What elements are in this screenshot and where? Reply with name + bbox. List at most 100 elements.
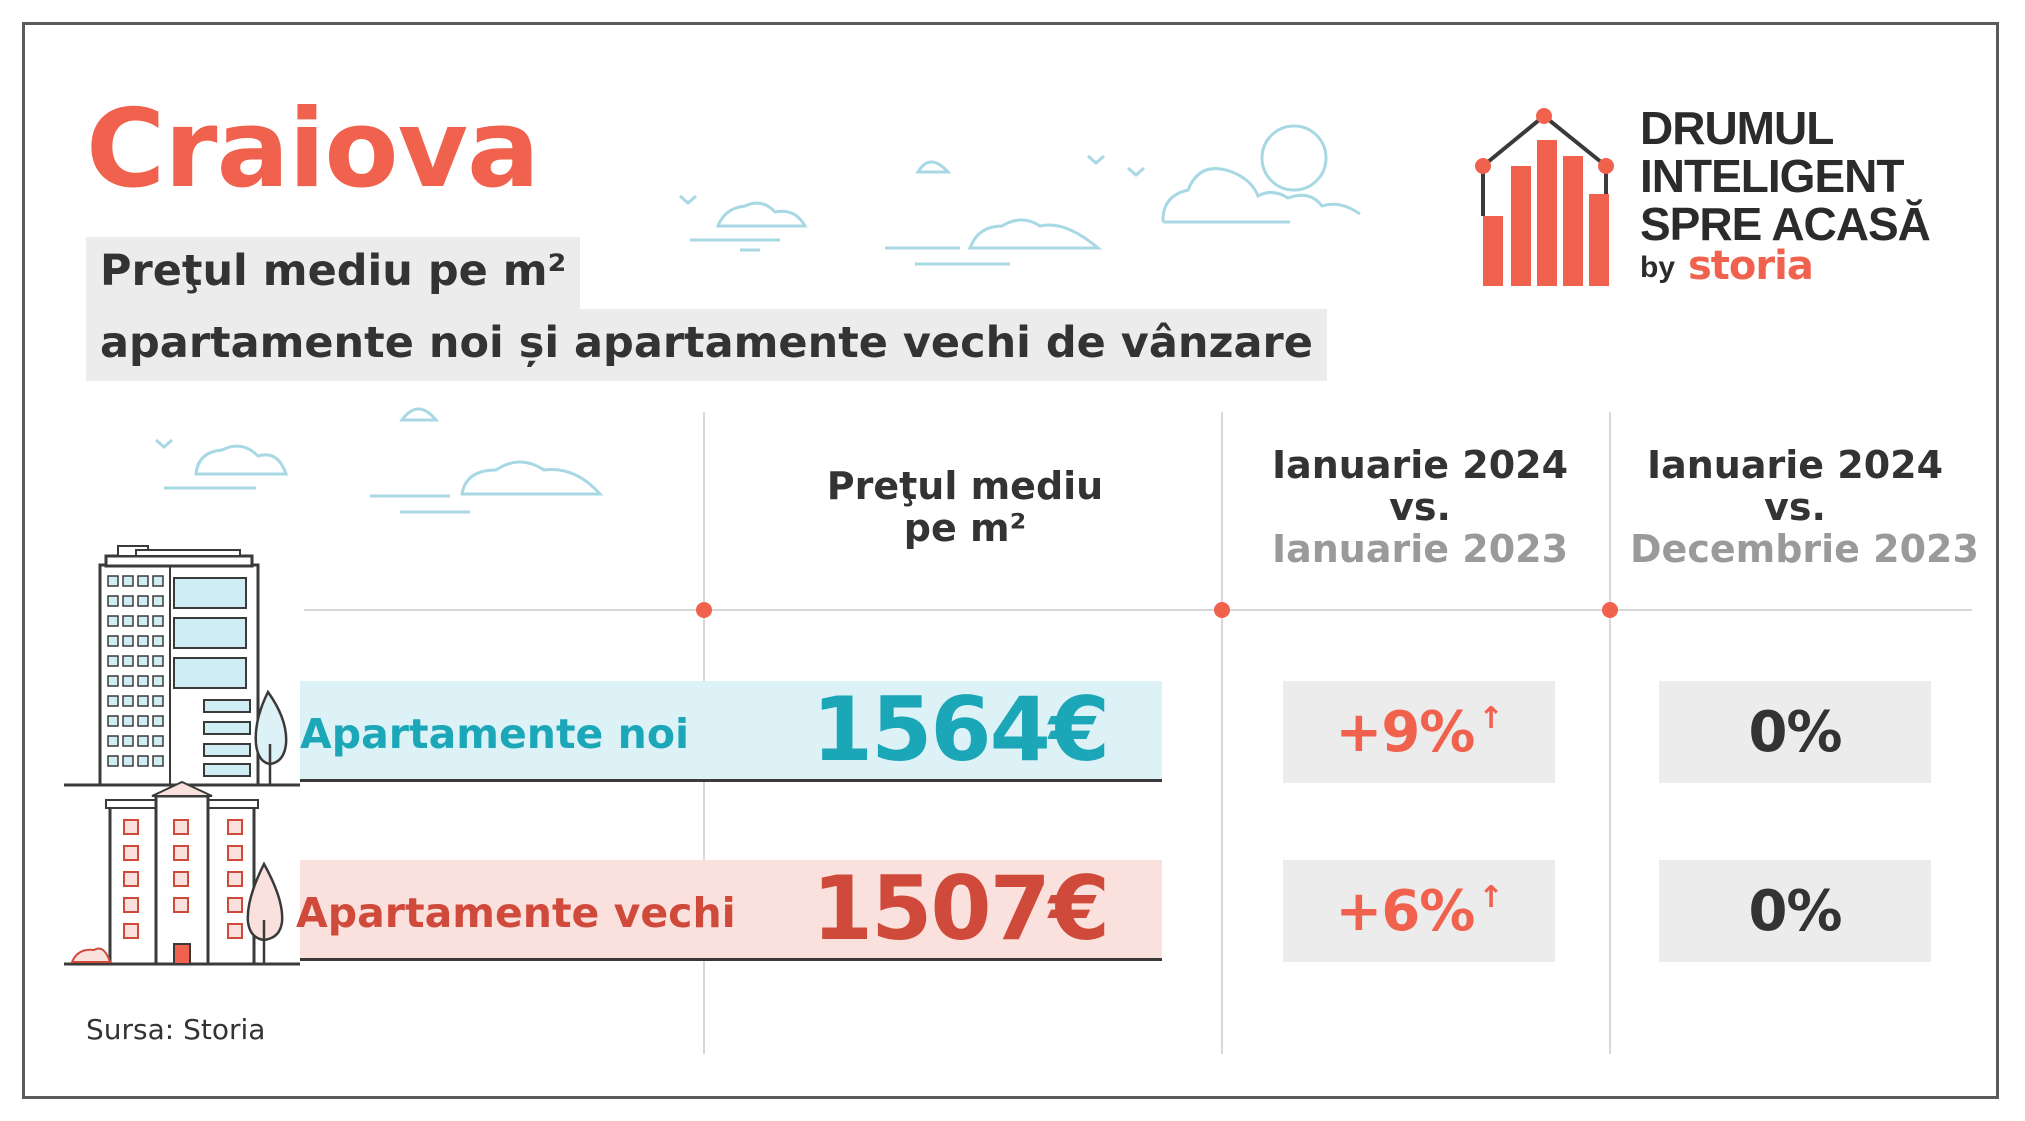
old-building-illustration	[105, 780, 259, 966]
building-window	[137, 615, 149, 627]
building-window	[122, 735, 134, 747]
cloud-icon	[164, 444, 289, 490]
subtitle-line-1: Preţul mediu pe m²	[86, 237, 581, 309]
bird-icon	[155, 154, 1145, 449]
mom-change-new-value: 0%	[1748, 699, 1842, 765]
building-window	[137, 695, 149, 707]
building-window	[122, 615, 134, 627]
building-window	[173, 897, 189, 913]
building-window	[123, 897, 139, 913]
building-window	[107, 595, 119, 607]
price-new-apartments: 1564€	[811, 678, 1110, 781]
source-note: Sursa: Storia	[86, 1013, 266, 1046]
building-window	[152, 695, 164, 707]
building-window	[173, 845, 189, 861]
subtitle-line-2: apartamente noi și apartamente vechi de …	[86, 309, 1327, 381]
column-header-yoy-line1: Ianuarie 2024	[1271, 443, 1569, 487]
building-window	[122, 755, 134, 767]
building-window	[122, 675, 134, 687]
cloud-icon	[885, 218, 1103, 266]
building-window	[227, 819, 243, 835]
column-header-mom-line3: Decembrie 2023	[1630, 527, 1979, 571]
arrow-up-icon: ↑	[1478, 879, 1503, 915]
mom-change-old-value: 0%	[1748, 878, 1842, 944]
bush-icon	[70, 947, 112, 963]
building-window	[107, 735, 119, 747]
building-window	[152, 735, 164, 747]
yoy-change-new-value: +9%	[1335, 699, 1475, 765]
column-header-mom-line1: Ianuarie 2024	[1646, 443, 1944, 487]
building-window	[123, 871, 139, 887]
cloud-icon	[370, 460, 604, 514]
building-window	[152, 755, 164, 767]
building-window	[227, 897, 243, 913]
building-window	[107, 655, 119, 667]
cloud-icon	[1161, 124, 1361, 224]
column-header-yoy: Ianuarie 2024 vs. Ianuarie 2023	[1270, 444, 1570, 570]
building-window	[152, 615, 164, 627]
building-window	[107, 575, 119, 587]
column-header-price-line1: Preţul mediu	[826, 464, 1104, 508]
column-header-price-line2: pe m²	[903, 506, 1027, 550]
arrow-up-icon: ↑	[1478, 700, 1503, 736]
building-window	[137, 675, 149, 687]
tree-icon	[254, 689, 288, 785]
cloud-icon	[915, 160, 952, 174]
mom-change-new: 0%	[1659, 681, 1931, 783]
building-window	[152, 675, 164, 687]
row-label-new-apartments: Apartamente noi	[300, 710, 690, 758]
column-header-mom: Ianuarie 2024 vs. Decembrie 2023	[1630, 443, 1979, 571]
brand-by: by	[1640, 251, 1676, 284]
building-window	[122, 695, 134, 707]
yoy-change-new: +9% ↑	[1283, 681, 1555, 783]
building-window	[107, 695, 119, 707]
column-header-mom-line2: vs.	[1764, 485, 1826, 529]
building-window	[123, 819, 139, 835]
building-window	[122, 635, 134, 647]
building-window	[152, 655, 164, 667]
column-header-yoy-line2: vs.	[1389, 485, 1451, 529]
storia-logo-icon	[1475, 108, 1614, 286]
mom-change-old: 0%	[1659, 860, 1931, 962]
building-window	[152, 595, 164, 607]
building-window	[227, 845, 243, 861]
building-window	[152, 575, 164, 587]
building-window	[107, 715, 119, 727]
table-grid	[304, 412, 1972, 1054]
building-window	[137, 595, 149, 607]
building-window	[137, 735, 149, 747]
building-window	[107, 755, 119, 767]
building-window	[173, 819, 189, 835]
building-window	[173, 871, 189, 887]
building-window	[137, 755, 149, 767]
tree-icon	[246, 861, 284, 964]
building-window	[107, 675, 119, 687]
building-window	[137, 635, 149, 647]
column-header-price: Preţul mediu pe m²	[820, 465, 1110, 549]
row-label-old-apartments: Apartamente vechi	[296, 889, 736, 937]
brand-line-3: SPRE ACASĂ	[1640, 198, 1931, 250]
building-window	[227, 923, 243, 939]
building-window	[152, 715, 164, 727]
building-window	[122, 575, 134, 587]
building-window	[122, 595, 134, 607]
building-window	[122, 715, 134, 727]
building-window	[137, 655, 149, 667]
row-band-new	[300, 681, 1162, 782]
cloud-icon	[399, 407, 440, 422]
building-window	[122, 655, 134, 667]
building-window	[123, 923, 139, 939]
city-title: Craiova	[86, 87, 540, 212]
yoy-change-old-value: +6%	[1335, 878, 1475, 944]
new-building-illustration	[98, 545, 260, 787]
cloud-icon	[690, 201, 808, 252]
yoy-change-old: +6% ↑	[1283, 860, 1555, 962]
building-window	[107, 615, 119, 627]
brand-wordmark: DRUMUL INTELIGENT SPRE ACASĂ	[1640, 102, 1931, 250]
brand-line-1: DRUMUL	[1640, 102, 1834, 154]
price-old-apartments: 1507€	[811, 857, 1110, 960]
brand-line-2: INTELIGENT	[1640, 150, 1904, 202]
building-window	[137, 575, 149, 587]
building-window	[107, 635, 119, 647]
